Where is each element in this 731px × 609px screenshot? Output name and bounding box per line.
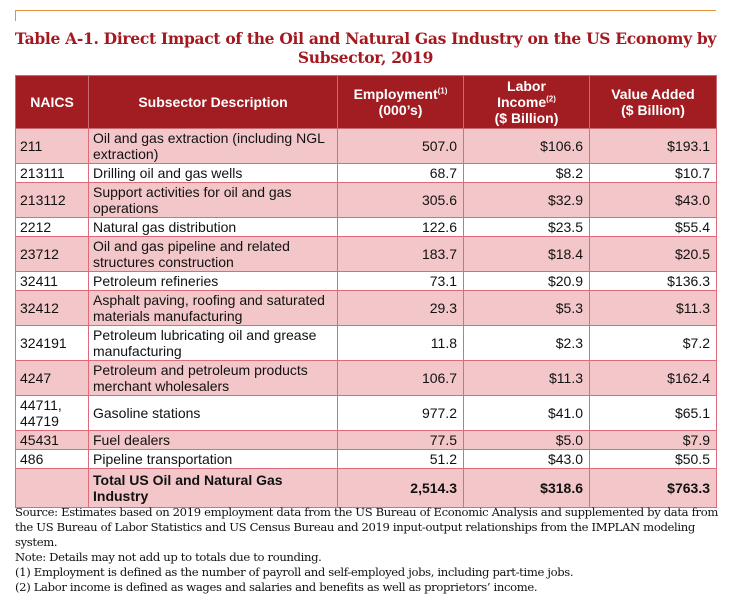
- table-row: 211 Oil and gas extraction (including NGL…: [15, 128, 717, 164]
- cell-employment: 77.5: [337, 430, 464, 450]
- cell-value-added: $193.1: [589, 128, 717, 164]
- cell-naics: 4247: [15, 360, 89, 396]
- cell-employment: 122.6: [337, 217, 464, 237]
- table-row: 213112 Support activities for oil and gas…: [15, 182, 717, 218]
- cell-description: Petroleum and petroleum products merchan…: [88, 360, 338, 396]
- cell-description: Oil and gas extraction (including NGL ex…: [88, 128, 338, 164]
- table-row: 23712 Oil and gas pipeline and related st…: [15, 236, 717, 272]
- cell-employment: 977.2: [337, 395, 464, 431]
- cell-naics: 45431: [15, 430, 89, 450]
- cell-employment: 106.7: [337, 360, 464, 396]
- table-row: 4247 Petroleum and petroleum products mer…: [15, 360, 717, 396]
- cell-description: Total US Oil and Natural Gas Industry: [88, 468, 338, 508]
- header-employment: Employment(1) (000’s): [337, 75, 464, 129]
- cell-description: Pipeline transportation: [88, 449, 338, 469]
- cell-employment: 11.8: [337, 325, 464, 361]
- cell-labor-income: $5.3: [463, 290, 590, 326]
- cell-labor-income: $43.0: [463, 449, 590, 469]
- footnote-1: (1) Employment is defined as the number …: [15, 565, 574, 579]
- source-note: Source: Estimates based on 2019 employme…: [15, 505, 718, 549]
- header-description: Subsector Description: [88, 75, 338, 129]
- cell-labor-income: $32.9: [463, 182, 590, 218]
- cell-labor-income: $2.3: [463, 325, 590, 361]
- rounding-note: Note: Details may not add up to totals d…: [15, 550, 322, 564]
- cell-labor-income: $8.2: [463, 163, 590, 183]
- cell-description: Petroleum lubricating oil and grease man…: [88, 325, 338, 361]
- cell-labor-income: $11.3: [463, 360, 590, 396]
- cell-description: Drilling oil and gas wells: [88, 163, 338, 183]
- footnote-2: (2) Labor income is defined as wages and…: [15, 580, 538, 594]
- cell-naics: 44711, 44719: [15, 395, 89, 431]
- cell-value-added: $7.9: [589, 430, 717, 450]
- table-title: Table A-1. Direct Impact of the Oil and …: [14, 29, 717, 67]
- cell-value-added: $20.5: [589, 236, 717, 272]
- cell-value-added: $65.1: [589, 395, 717, 431]
- cell-employment: 51.2: [337, 449, 464, 469]
- cell-value-added: $11.3: [589, 290, 717, 326]
- cell-description: Support activities for oil and gas opera…: [88, 182, 338, 218]
- cell-value-added: $55.4: [589, 217, 717, 237]
- header-labor-income: Labor Income(2) ($ Billion): [463, 75, 590, 129]
- impact-table: NAICS Subsector Description Employment(1…: [15, 75, 717, 508]
- header-value-added: Value Added ($ Billion): [589, 75, 717, 129]
- table-row: 2212 Natural gas distribution 122.6 $23.5 $5…: [15, 217, 717, 237]
- cell-labor-income: $23.5: [463, 217, 590, 237]
- cell-value-added: $10.7: [589, 163, 717, 183]
- cell-labor-income: $20.9: [463, 271, 590, 291]
- cell-value-added: $43.0: [589, 182, 717, 218]
- cell-labor-income: $106.6: [463, 128, 590, 164]
- cell-naics: 213112: [15, 182, 89, 218]
- table-row: 44711, 44719 Gasoline stations 977.2 $41.0 $…: [15, 395, 717, 431]
- table-row: 32412 Asphalt paving, roofing and saturat…: [15, 290, 717, 326]
- cell-description: Natural gas distribution: [88, 217, 338, 237]
- cell-employment: 507.0: [337, 128, 464, 164]
- cell-naics: 213111: [15, 163, 89, 183]
- cell-value-added: $763.3: [589, 468, 717, 508]
- cell-description: Petroleum refineries: [88, 271, 338, 291]
- cell-naics: 324191: [15, 325, 89, 361]
- table-row: 45431 Fuel dealers 77.5 $5.0 $7.9: [15, 430, 717, 450]
- table-row: 486 Pipeline transportation 51.2 $43.0 $50.5: [15, 449, 717, 469]
- cell-value-added: $162.4: [589, 360, 717, 396]
- header-naics: NAICS: [15, 75, 89, 129]
- cell-labor-income: $41.0: [463, 395, 590, 431]
- cell-naics: 2212: [15, 217, 89, 237]
- header-row: NAICS Subsector Description Employment(1…: [15, 75, 717, 129]
- cell-value-added: $7.2: [589, 325, 717, 361]
- cell-value-added: $50.5: [589, 449, 717, 469]
- cell-naics: [15, 468, 89, 508]
- table-notes: Source: Estimates based on 2019 employme…: [15, 505, 721, 595]
- cell-description: Oil and gas pipeline and related structu…: [88, 236, 338, 272]
- cell-naics: 23712: [15, 236, 89, 272]
- cell-naics: 211: [15, 128, 89, 164]
- cell-description: Fuel dealers: [88, 430, 338, 450]
- cell-employment: 73.1: [337, 271, 464, 291]
- cell-employment: 183.7: [337, 236, 464, 272]
- cell-labor-income: $5.0: [463, 430, 590, 450]
- cell-description: Asphalt paving, roofing and saturated ma…: [88, 290, 338, 326]
- cell-labor-income: $318.6: [463, 468, 590, 508]
- table-row: 324191 Petroleum lubricating oil and grea…: [15, 325, 717, 361]
- cell-naics: 486: [15, 449, 89, 469]
- cell-naics: 32411: [15, 271, 89, 291]
- table-row: 213111 Drilling oil and gas wells 68.7 $8.2…: [15, 163, 717, 183]
- cell-labor-income: $18.4: [463, 236, 590, 272]
- cell-value-added: $136.3: [589, 271, 717, 291]
- table-row: Total US Oil and Natural Gas Industry 2,5…: [15, 468, 717, 508]
- top-rule: [15, 10, 716, 11]
- cell-employment: 68.7: [337, 163, 464, 183]
- cell-employment: 2,514.3: [337, 468, 464, 508]
- cell-naics: 32412: [15, 290, 89, 326]
- cell-employment: 305.6: [337, 182, 464, 218]
- cell-employment: 29.3: [337, 290, 464, 326]
- cell-description: Gasoline stations: [88, 395, 338, 431]
- table-row: 32411 Petroleum refineries 73.1 $20.9 $136.3: [15, 271, 717, 291]
- top-rule-tick: [15, 10, 16, 21]
